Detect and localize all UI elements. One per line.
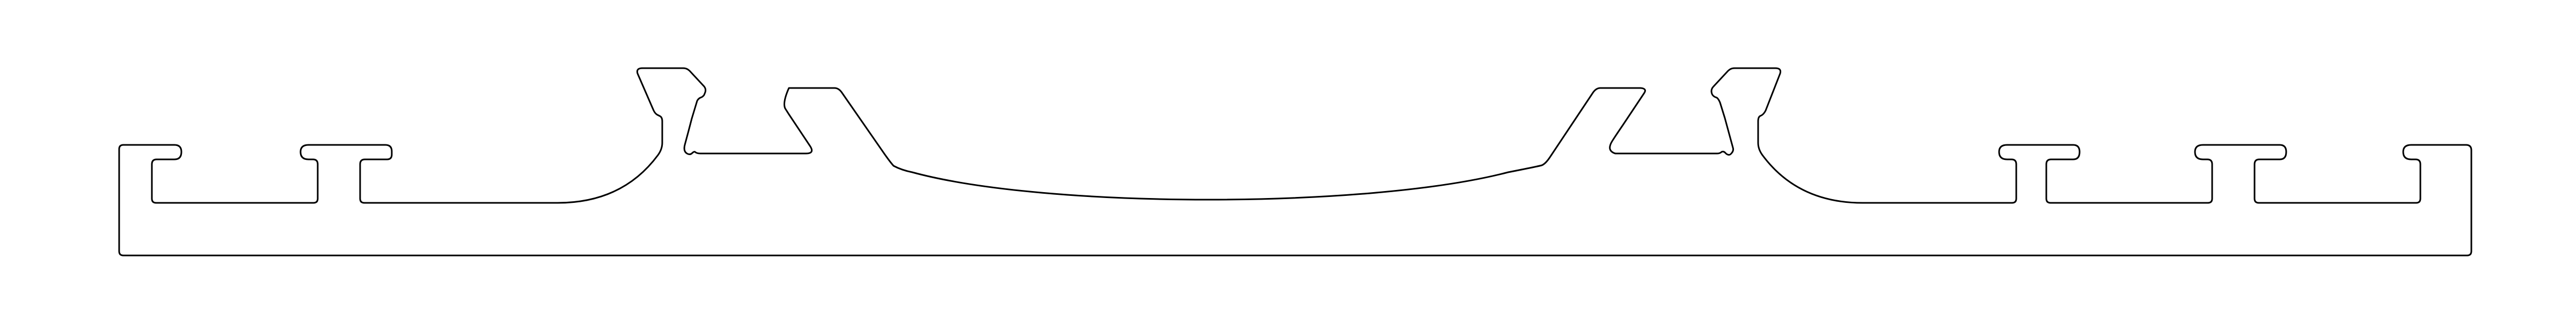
profile-outline <box>119 68 2471 255</box>
